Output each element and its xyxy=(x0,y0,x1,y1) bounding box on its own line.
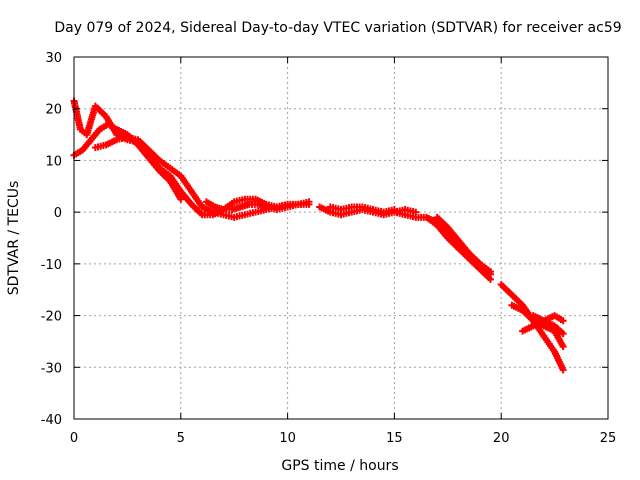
x-tick-label: 15 xyxy=(386,431,403,446)
y-tick-label: -40 xyxy=(41,413,62,428)
series-track-11 xyxy=(508,301,567,351)
y-tick-label: -10 xyxy=(41,258,62,273)
data-points xyxy=(70,97,567,374)
y-tick-label: -30 xyxy=(41,361,62,376)
data-point xyxy=(305,198,313,206)
y-axis-label: SDTVAR / TECUs xyxy=(6,181,22,296)
series-track-13 xyxy=(529,312,567,338)
series-track-4 xyxy=(202,198,313,214)
series-track-6 xyxy=(326,203,398,216)
x-tick-label: 5 xyxy=(177,431,185,446)
x-axis-label: GPS time / hours xyxy=(281,458,398,474)
data-point xyxy=(487,275,495,283)
data-point xyxy=(487,268,495,276)
series-track-1 xyxy=(70,97,313,219)
y-tick-label: 0 xyxy=(54,206,62,221)
data-point xyxy=(559,366,567,374)
y-tick-label: 10 xyxy=(45,154,62,169)
axis-ticks: 0 5 10 15 20 25 -40 -30 -20 -10 0 10 20 30 xyxy=(41,51,617,446)
y-tick-label: 30 xyxy=(45,51,62,66)
data-point xyxy=(559,343,567,351)
y-tick-label: -20 xyxy=(41,310,62,325)
data-point xyxy=(559,317,567,325)
x-tick-label: 25 xyxy=(600,431,617,446)
y-tick-label: 20 xyxy=(45,103,62,118)
series-track-2 xyxy=(70,120,185,203)
series-track-8 xyxy=(422,213,495,283)
series-track-9 xyxy=(433,213,495,276)
grid-lines xyxy=(74,57,608,419)
chart-title: Day 079 of 2024, Sidereal Day-to-day VTE… xyxy=(54,20,621,36)
data-point xyxy=(559,330,567,338)
x-tick-label: 10 xyxy=(279,431,296,446)
x-tick-label: 20 xyxy=(493,431,510,446)
data-point xyxy=(177,195,185,203)
plot-frame xyxy=(73,56,609,420)
x-tick-label: 0 xyxy=(70,431,78,446)
